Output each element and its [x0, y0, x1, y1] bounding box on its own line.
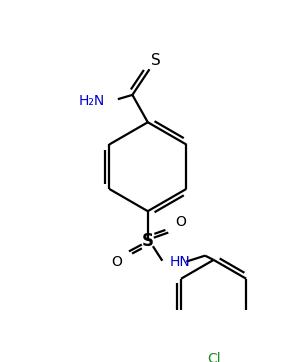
Text: S: S: [151, 52, 161, 68]
Text: Cl: Cl: [207, 352, 220, 362]
Text: HN: HN: [169, 256, 190, 269]
Text: O: O: [175, 215, 186, 229]
Text: H₂N: H₂N: [79, 94, 105, 108]
Text: O: O: [111, 255, 122, 269]
Text: S: S: [142, 232, 154, 250]
